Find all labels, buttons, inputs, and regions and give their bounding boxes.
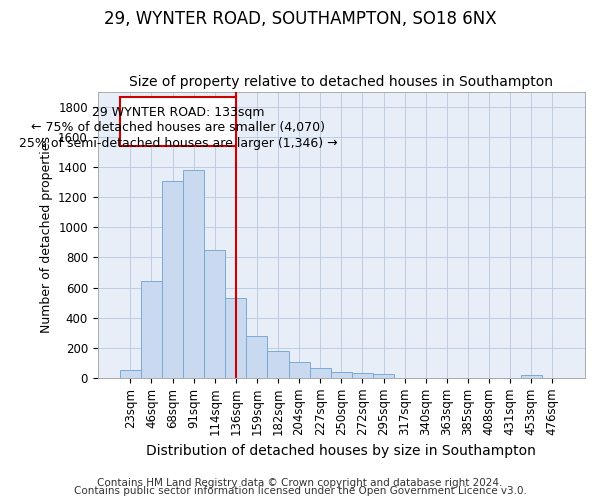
Bar [289, 362, 310, 378]
Text: 25% of semi-detached houses are larger (1,346) →: 25% of semi-detached houses are larger (… [19, 137, 337, 150]
Text: Contains HM Land Registry data © Crown copyright and database right 2024.: Contains HM Land Registry data © Crown c… [97, 478, 503, 488]
Bar [141, 281, 162, 378]
Bar [183, 170, 204, 378]
Text: ← 75% of detached houses are smaller (4,070): ← 75% of detached houses are smaller (4,… [31, 122, 325, 134]
Bar [162, 181, 183, 378]
Bar [268, 350, 289, 378]
Bar [373, 374, 394, 378]
Bar [120, 370, 141, 378]
Bar [331, 372, 352, 378]
Bar [204, 250, 225, 378]
Bar [352, 374, 373, 378]
Bar [521, 375, 542, 378]
Text: 29 WYNTER ROAD: 133sqm: 29 WYNTER ROAD: 133sqm [92, 106, 264, 118]
Y-axis label: Number of detached properties: Number of detached properties [40, 136, 53, 334]
X-axis label: Distribution of detached houses by size in Southampton: Distribution of detached houses by size … [146, 444, 536, 458]
Bar [225, 298, 247, 378]
Text: 29, WYNTER ROAD, SOUTHAMPTON, SO18 6NX: 29, WYNTER ROAD, SOUTHAMPTON, SO18 6NX [104, 10, 496, 28]
Bar [120, 96, 236, 146]
Title: Size of property relative to detached houses in Southampton: Size of property relative to detached ho… [130, 76, 553, 90]
Bar [247, 336, 268, 378]
Text: Contains public sector information licensed under the Open Government Licence v3: Contains public sector information licen… [74, 486, 526, 496]
Bar [310, 368, 331, 378]
